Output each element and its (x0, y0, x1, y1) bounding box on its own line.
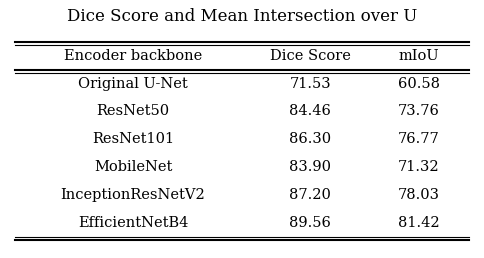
Text: Dice Score and Mean Intersection over U: Dice Score and Mean Intersection over U (67, 8, 417, 25)
